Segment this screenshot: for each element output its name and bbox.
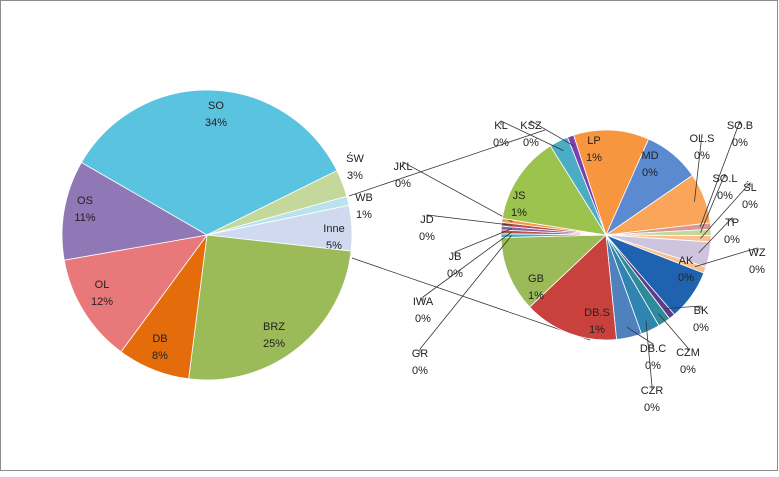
leader-line bbox=[658, 313, 689, 352]
pie-slice bbox=[63, 234, 208, 353]
slice-value-label: 0% bbox=[694, 150, 710, 162]
leader-line bbox=[698, 217, 733, 254]
leader-line bbox=[694, 247, 758, 268]
slice-category-label: JD bbox=[420, 214, 434, 226]
slice-value-label: 1% bbox=[528, 290, 544, 302]
slice-category-label: OS bbox=[77, 195, 93, 207]
slice-value-label: 0% bbox=[717, 190, 733, 202]
slice-category-label: KL bbox=[494, 120, 507, 132]
slice-value-label: 12% bbox=[91, 296, 113, 308]
slice-category-label: JKL bbox=[394, 161, 413, 173]
connector-line bbox=[348, 129, 546, 197]
slice-category-label: OL bbox=[95, 279, 110, 291]
slice-category-label: SO bbox=[208, 100, 224, 112]
leader-line bbox=[645, 320, 653, 390]
pie-slice bbox=[573, 129, 650, 237]
slice-category-label: CZM bbox=[676, 347, 700, 359]
slice-category-label: LP bbox=[587, 135, 600, 147]
slice-category-label: OL.S bbox=[689, 133, 714, 145]
leader-line bbox=[665, 305, 702, 310]
slice-value-label: 1% bbox=[511, 207, 527, 219]
slice-value-label: 1% bbox=[589, 324, 605, 336]
slice-value-label: 0% bbox=[724, 234, 740, 246]
slice-category-label: WB bbox=[355, 192, 373, 204]
slice-value-label: 0% bbox=[395, 178, 411, 190]
slice-value-label: 34% bbox=[205, 117, 227, 129]
slice-value-label: 0% bbox=[415, 313, 431, 325]
leader-line bbox=[700, 181, 751, 239]
leader-line bbox=[500, 120, 564, 151]
leader-line bbox=[694, 133, 703, 202]
slice-category-label: IWA bbox=[413, 296, 434, 308]
leader-line bbox=[419, 235, 512, 353]
pie-slice bbox=[529, 234, 617, 341]
slice-value-label: 0% bbox=[447, 268, 463, 280]
slice-value-label: 25% bbox=[263, 338, 285, 350]
leader-line bbox=[700, 173, 726, 233]
slice-value-label: 1% bbox=[356, 209, 372, 221]
leader-line bbox=[422, 231, 512, 301]
slice-category-label: AK bbox=[679, 255, 694, 267]
slice-value-label: 0% bbox=[678, 272, 694, 284]
slice-value-label: 0% bbox=[412, 365, 428, 377]
slice-value-label: 0% bbox=[693, 322, 709, 334]
slice-category-label: TP bbox=[725, 217, 739, 229]
slice-category-label: SO.L bbox=[712, 173, 737, 185]
leader-line bbox=[626, 326, 654, 348]
pie-slice bbox=[567, 134, 607, 236]
slice-value-label: 0% bbox=[523, 137, 539, 149]
slice-category-label: DB.S bbox=[584, 307, 610, 319]
slice-value-label: 0% bbox=[742, 199, 758, 211]
slice-category-label: ŚW bbox=[346, 152, 364, 165]
slice-category-label: CZR bbox=[641, 385, 664, 397]
slice-category-label: KSZ bbox=[520, 120, 542, 132]
slice-value-label: 1% bbox=[586, 152, 602, 164]
slice-value-label: 0% bbox=[493, 137, 509, 149]
slice-value-label: 0% bbox=[749, 264, 765, 276]
slice-category-label: GR bbox=[412, 348, 429, 360]
slice-category-label: SO.B bbox=[727, 120, 753, 132]
leader-line bbox=[402, 161, 513, 223]
slice-value-label: 8% bbox=[152, 350, 168, 362]
slice-category-label: BK bbox=[694, 305, 709, 317]
leader-line bbox=[530, 120, 575, 147]
slice-category-label: JB bbox=[449, 251, 462, 263]
slice-category-label: DB bbox=[152, 333, 167, 345]
slice-value-label: 0% bbox=[680, 364, 696, 376]
pie-slice bbox=[61, 161, 209, 261]
slice-category-label: DB.C bbox=[640, 343, 666, 355]
slice-category-label: WZ bbox=[748, 247, 765, 259]
slice-category-label: Inne bbox=[323, 223, 344, 235]
leader-line bbox=[454, 228, 512, 256]
leader-line bbox=[426, 214, 513, 226]
slice-category-label: ŚL bbox=[743, 181, 756, 194]
slice-value-label: 0% bbox=[645, 360, 661, 372]
connector-line bbox=[351, 257, 591, 341]
slice-value-label: 0% bbox=[419, 231, 435, 243]
pie-slice bbox=[188, 234, 352, 381]
pie-slice bbox=[80, 89, 338, 236]
slice-category-label: BRZ bbox=[263, 321, 285, 333]
slice-category-label: JS bbox=[513, 190, 526, 202]
slice-value-label: 0% bbox=[732, 137, 748, 149]
slice-value-label: 0% bbox=[642, 167, 658, 179]
leader-line bbox=[699, 120, 741, 228]
slice-value-label: 3% bbox=[347, 170, 363, 182]
slice-value-label: 11% bbox=[74, 212, 95, 224]
slice-category-label: GB bbox=[528, 273, 544, 285]
slice-value-label: 0% bbox=[644, 402, 660, 414]
slice-category-label: MD bbox=[641, 150, 658, 162]
pie-slice bbox=[501, 145, 607, 236]
